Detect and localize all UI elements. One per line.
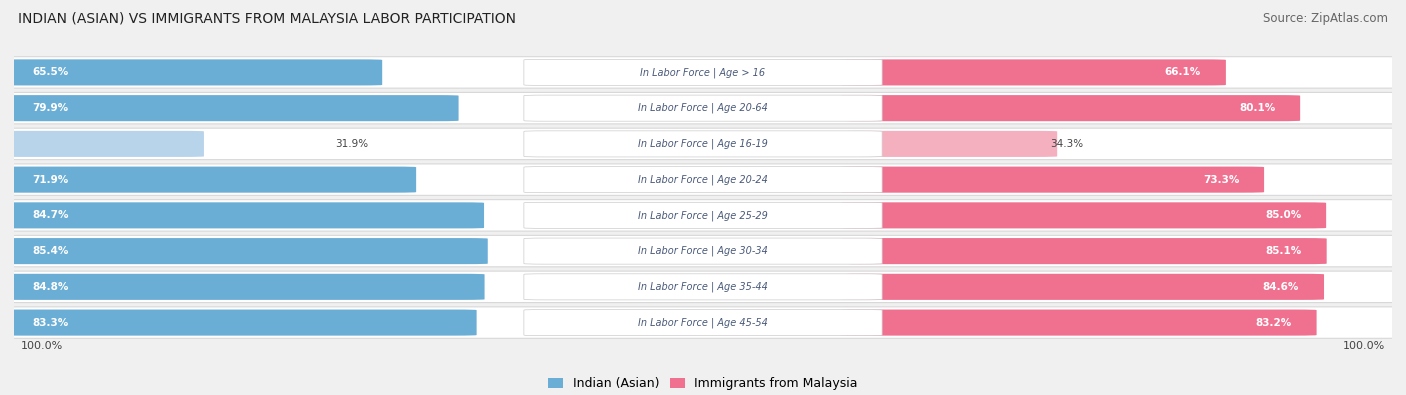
FancyBboxPatch shape [0,95,458,121]
Text: In Labor Force | Age > 16: In Labor Force | Age > 16 [641,67,765,78]
Text: 34.3%: 34.3% [1050,139,1084,149]
FancyBboxPatch shape [524,274,882,300]
Text: 31.9%: 31.9% [335,139,368,149]
FancyBboxPatch shape [524,131,882,157]
FancyBboxPatch shape [841,95,1301,121]
FancyBboxPatch shape [524,238,882,264]
FancyBboxPatch shape [0,271,1406,303]
Text: In Labor Force | Age 16-19: In Labor Force | Age 16-19 [638,139,768,149]
Legend: Indian (Asian), Immigrants from Malaysia: Indian (Asian), Immigrants from Malaysia [543,372,863,395]
Text: Source: ZipAtlas.com: Source: ZipAtlas.com [1263,12,1388,25]
Text: 84.6%: 84.6% [1263,282,1299,292]
Text: In Labor Force | Age 35-44: In Labor Force | Age 35-44 [638,282,768,292]
FancyBboxPatch shape [841,274,1324,300]
Text: In Labor Force | Age 25-29: In Labor Force | Age 25-29 [638,210,768,221]
FancyBboxPatch shape [524,95,882,121]
FancyBboxPatch shape [841,238,1327,264]
FancyBboxPatch shape [841,310,1316,336]
FancyBboxPatch shape [0,235,1406,267]
Text: 73.3%: 73.3% [1204,175,1239,184]
FancyBboxPatch shape [0,92,1406,124]
FancyBboxPatch shape [841,202,1326,228]
Text: 65.5%: 65.5% [32,68,69,77]
Text: 84.7%: 84.7% [32,211,69,220]
Text: 85.0%: 85.0% [1265,211,1302,220]
FancyBboxPatch shape [0,307,1406,338]
Text: 100.0%: 100.0% [1343,341,1385,351]
Text: 66.1%: 66.1% [1164,68,1201,77]
FancyBboxPatch shape [524,59,882,85]
Text: 71.9%: 71.9% [32,175,69,184]
FancyBboxPatch shape [0,238,488,264]
Text: 85.4%: 85.4% [32,246,69,256]
FancyBboxPatch shape [0,59,382,85]
FancyBboxPatch shape [841,59,1226,85]
Text: INDIAN (ASIAN) VS IMMIGRANTS FROM MALAYSIA LABOR PARTICIPATION: INDIAN (ASIAN) VS IMMIGRANTS FROM MALAYS… [18,12,516,26]
Text: In Labor Force | Age 20-64: In Labor Force | Age 20-64 [638,103,768,113]
Text: 100.0%: 100.0% [21,341,63,351]
FancyBboxPatch shape [841,131,1057,157]
Text: 80.1%: 80.1% [1239,103,1275,113]
Text: 83.3%: 83.3% [32,318,69,327]
Text: 84.8%: 84.8% [32,282,69,292]
FancyBboxPatch shape [524,202,882,228]
FancyBboxPatch shape [0,131,204,157]
FancyBboxPatch shape [0,167,416,193]
FancyBboxPatch shape [0,128,1406,160]
Text: In Labor Force | Age 20-24: In Labor Force | Age 20-24 [638,174,768,185]
FancyBboxPatch shape [0,310,477,336]
Text: 79.9%: 79.9% [32,103,67,113]
FancyBboxPatch shape [0,164,1406,196]
FancyBboxPatch shape [524,310,882,336]
FancyBboxPatch shape [841,167,1264,193]
FancyBboxPatch shape [0,274,485,300]
Text: 83.2%: 83.2% [1256,318,1292,327]
Text: 85.1%: 85.1% [1265,246,1302,256]
FancyBboxPatch shape [524,167,882,193]
Text: In Labor Force | Age 30-34: In Labor Force | Age 30-34 [638,246,768,256]
Text: In Labor Force | Age 45-54: In Labor Force | Age 45-54 [638,317,768,328]
FancyBboxPatch shape [0,202,484,228]
FancyBboxPatch shape [0,199,1406,231]
FancyBboxPatch shape [0,57,1406,88]
